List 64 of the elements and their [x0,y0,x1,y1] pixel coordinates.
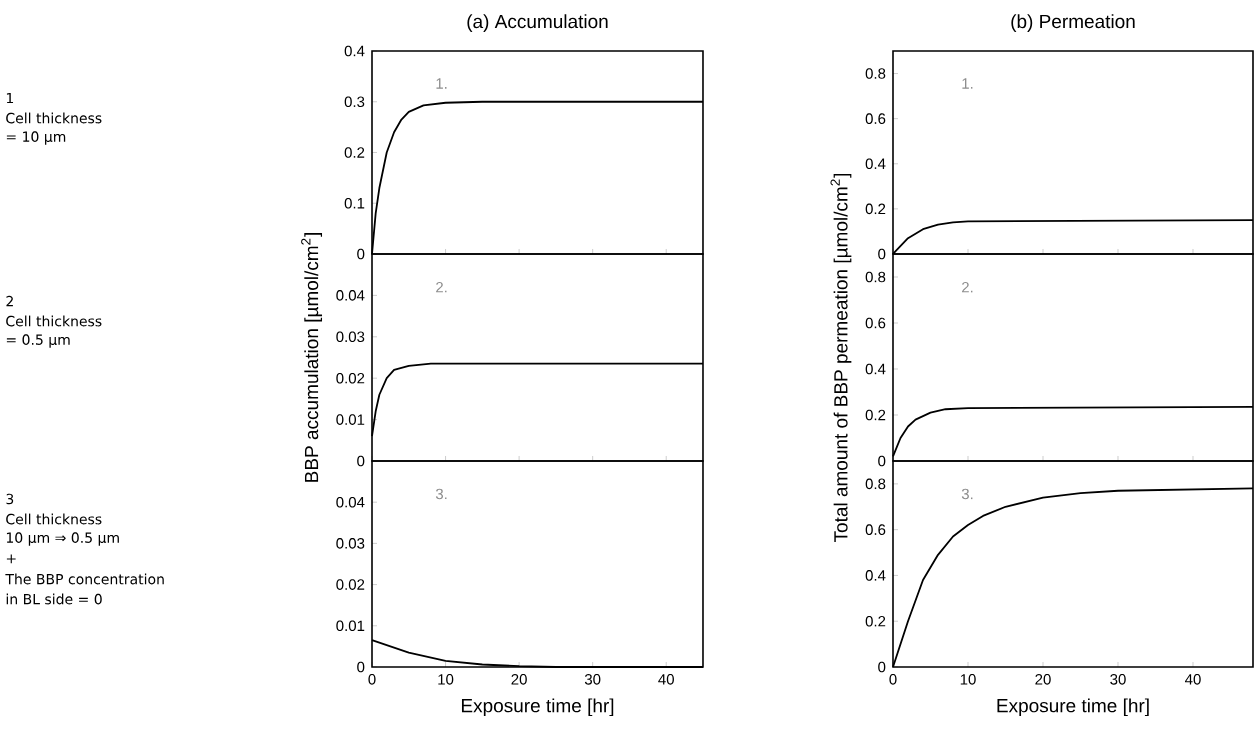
annotation: 1. [436,78,447,89]
chart-title: (a) Accumulation [467,14,608,32]
text: 1 [6,92,14,104]
x-tick-label: 30 [1110,674,1126,685]
y-tick-label: 0.4 [865,363,886,375]
annotation: 3. [435,488,447,500]
x-tick-label: 40 [1185,674,1201,685]
y-tick-label: 0 [357,661,365,673]
text: + [6,554,16,564]
text: 2 [6,295,13,307]
x-tick-label: 0 [889,674,897,685]
annotation: 2. [436,281,447,293]
text: = 10 µm [6,131,66,145]
chart-title: (b) Permeation [1011,14,1135,32]
y-tick-label: 0.2 [865,615,886,627]
y-tick-label: 0.8 [865,271,886,283]
x-tick-label: 30 [584,674,601,685]
y-tick-label: 0.2 [865,409,886,421]
annotation: 3. [961,488,973,500]
x-tick-label: 20 [1035,674,1051,685]
text: 3 [6,493,14,505]
y-axis-title: BBP accumulation [µmol/cm$^{2}$] [301,233,323,482]
y-tick-label: 0.03 [336,331,365,343]
x-axis-title: Exposure time [hr] [997,698,1149,717]
text: in BL side = 0 [6,593,102,605]
y-tick-label: 0 [357,455,365,467]
x-axis-title: Exposure time [hr] [461,698,614,717]
y-tick-label: 0.04 [336,290,365,301]
y-tick-label: 0 [878,661,886,673]
y-tick-label: 0 [357,248,365,260]
y-tick-label: 0.3 [344,96,365,108]
y-tick-label: 0.6 [865,317,886,329]
y-tick-label: 0.4 [865,158,886,170]
x-tick-label: 20 [511,674,527,685]
y-tick-label: 0.8 [865,478,886,490]
y-tick-label: 0.01 [336,414,365,425]
x-tick-label: 40 [658,674,674,685]
y-tick-label: 0.02 [336,579,365,590]
text: 10 µm ⇒ 0.5 µm [6,532,119,546]
y-tick-label: 0.4 [344,45,365,57]
text: Cell thickness [6,315,102,327]
y-tick-label: 0.02 [336,372,365,384]
y-tick-label: 0.01 [336,620,365,632]
text: Cell thickness [6,112,102,124]
y-tick-label: 0 [878,248,886,260]
y-tick-label: 0.6 [865,113,886,124]
y-tick-label: 0.04 [336,496,365,508]
y-tick-label: 0.8 [865,68,886,79]
annotation: 1. [962,78,973,89]
annotation: 2. [962,281,973,293]
x-tick-label: 10 [960,674,976,685]
y-tick-label: 0.4 [865,570,886,581]
y-tick-label: 0.6 [865,524,886,535]
text: Cell thickness [6,513,102,525]
y-tick-label: 0.03 [336,538,365,549]
y-axis-title: Total amount of BBP permeation [µmol/cm$^{2}$] [830,173,852,543]
y-tick-label: 0.2 [865,203,886,215]
x-tick-label: 10 [438,674,454,685]
y-tick-label: 0.2 [344,147,365,158]
text: The BBP concentration [5,573,164,585]
y-tick-label: 0 [878,455,886,467]
x-tick-label: 0 [368,674,376,685]
text: = 0.5 µm [6,334,70,348]
y-tick-label: 0.1 [344,197,365,209]
